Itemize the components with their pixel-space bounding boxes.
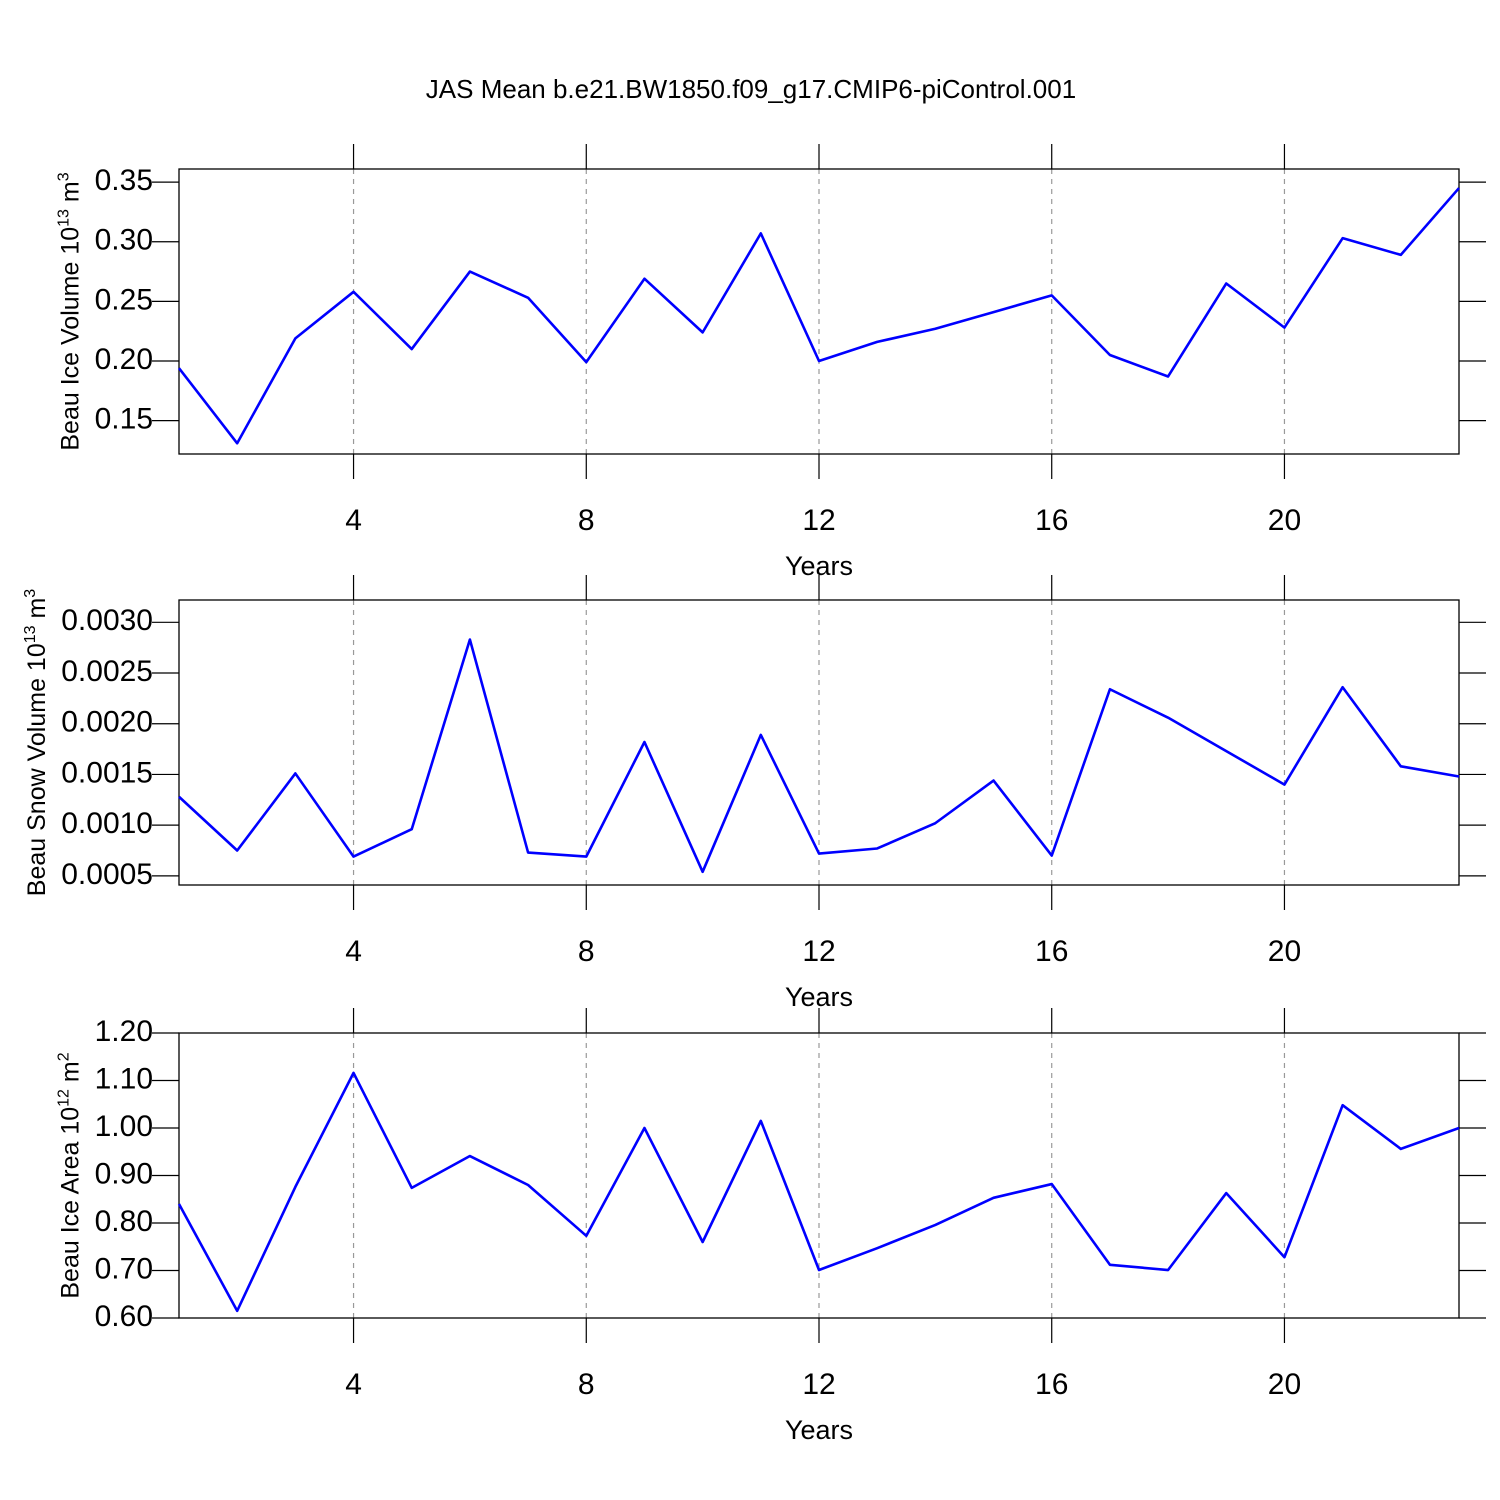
x-tick-label: 12: [802, 504, 835, 537]
x-tick-label: 16: [1035, 935, 1068, 968]
y-tick-label: 0.0020: [61, 706, 153, 739]
y-label-unit-exp: 3: [56, 172, 73, 181]
y-label-unit-exp: 2: [56, 1052, 73, 1061]
x-tick-label: 20: [1268, 504, 1301, 537]
panel: 4 8 12 16 20 Years 0.0005 0.0010 0.0015 0.0020 0.0…: [22, 575, 1486, 1012]
y-label-text: Beau Snow Volume 10: [23, 643, 51, 896]
plot-frame: [178, 1032, 1460, 1319]
x-tick-label: 16: [1035, 504, 1068, 537]
y-label-unit: m: [23, 598, 51, 626]
y-label-exp: 13: [22, 625, 39, 643]
y-axis-label: Beau Ice Volume 1013 m3: [56, 172, 85, 450]
x-tick-label: 4: [345, 504, 362, 537]
x-tick-label: 4: [345, 935, 362, 968]
x-tick-label: 16: [1035, 1368, 1068, 1401]
data-line: [177, 187, 1460, 445]
y-tick-label: 0.0005: [61, 858, 153, 891]
figure-title: JAS Mean b.e21.BW1850.f09_g17.CMIP6-piCo…: [426, 74, 1076, 104]
y-label-unit: m: [57, 181, 85, 209]
y-label-exp: 12: [56, 1089, 73, 1107]
x-tick-label: 20: [1268, 1368, 1301, 1401]
y-tick-label: 0.25: [95, 283, 153, 316]
y-label-text: Beau Ice Volume 10: [57, 227, 85, 451]
y-tick-label: 0.60: [95, 1300, 153, 1333]
plot-frame: [178, 168, 1460, 455]
y-tick-label: 0.0015: [61, 756, 153, 789]
y-label-exp: 13: [56, 209, 73, 227]
plot-frame: [178, 599, 1460, 886]
y-tick-label: 0.0030: [61, 604, 153, 637]
y-tick-label: 0.70: [95, 1252, 153, 1285]
y-label-unit-exp: 3: [22, 589, 39, 598]
y-label-text: Beau Ice Area 10: [57, 1107, 85, 1299]
x-axis-label: Years: [785, 982, 853, 1012]
y-tick-label: 0.90: [95, 1157, 153, 1190]
x-tick-label: 8: [578, 504, 595, 537]
y-tick-label: 0.80: [95, 1205, 153, 1238]
y-tick-label: 0.30: [95, 224, 153, 257]
x-tick-label: 12: [802, 935, 835, 968]
y-tick-label: 0.20: [95, 343, 153, 376]
x-tick-label: 8: [578, 1368, 595, 1401]
x-tick-label: 12: [802, 1368, 835, 1401]
y-tick-label: 0.0025: [61, 655, 153, 688]
y-tick-label: 1.00: [95, 1110, 153, 1143]
y-tick-label: 0.0010: [61, 807, 153, 840]
x-axis-label: Years: [785, 1415, 853, 1445]
data-line: [178, 638, 1460, 874]
x-tick-label: 8: [578, 935, 595, 968]
y-tick-label: 1.10: [95, 1062, 153, 1095]
panel: 4 8 12 16 20 Years 0.60 0.70 0.80 0.90 1.00 1.10 1.2…: [56, 1008, 1486, 1445]
x-tick-label: 4: [345, 1368, 362, 1401]
y-label-unit: m: [57, 1061, 85, 1089]
data-line: [177, 1071, 1460, 1313]
y-axis-label: Beau Ice Area 1012 m2: [56, 1052, 85, 1298]
y-tick-label: 0.35: [95, 164, 153, 197]
x-tick-label: 20: [1268, 935, 1301, 968]
y-axis-label: Beau Snow Volume 1013 m3: [22, 589, 51, 897]
y-tick-label: 1.20: [95, 1015, 153, 1048]
y-tick-label: 0.15: [95, 403, 153, 436]
